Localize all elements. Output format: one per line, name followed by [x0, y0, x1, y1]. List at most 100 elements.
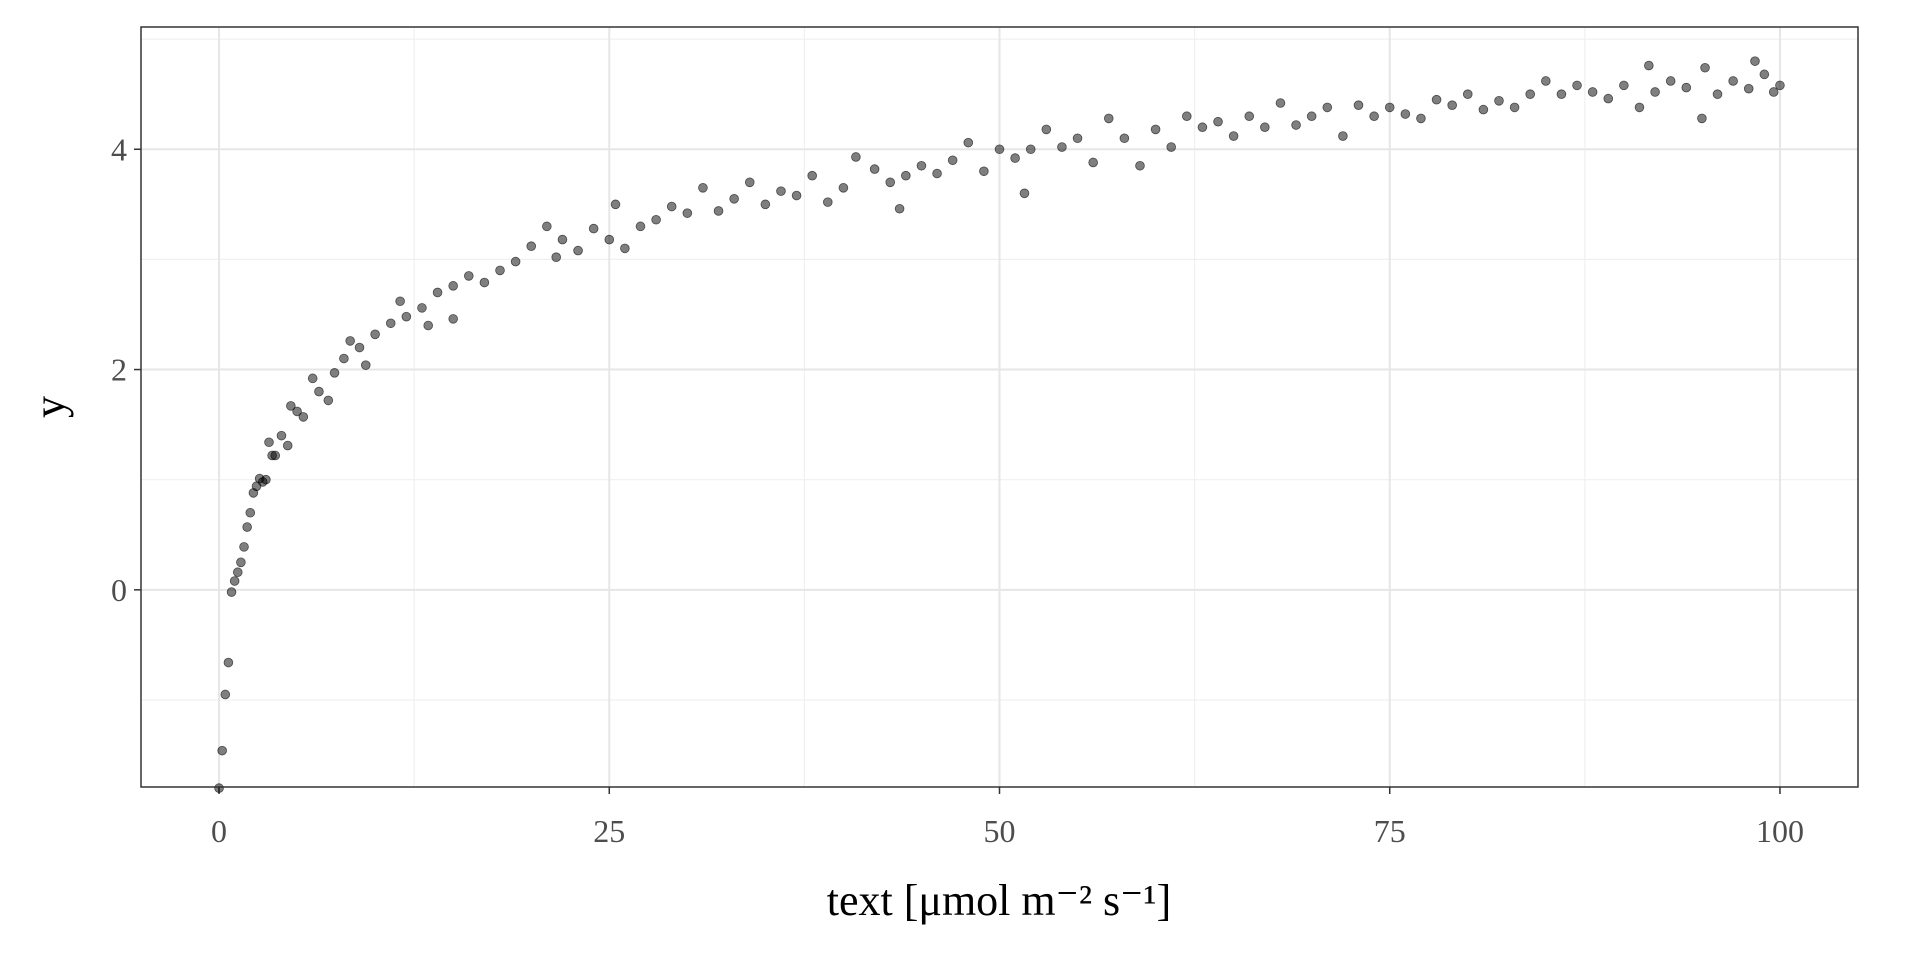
point: [1150, 124, 1161, 135]
point: [1665, 76, 1676, 86]
point: [236, 557, 246, 568]
x-tick-label: 75: [1374, 813, 1406, 849]
point: [479, 277, 490, 288]
point: [542, 221, 552, 232]
point: [1291, 120, 1301, 130]
point: [395, 296, 405, 307]
y-tick-label: 0: [111, 572, 127, 608]
point: [760, 199, 771, 210]
point: [1650, 87, 1660, 97]
point: [226, 587, 237, 597]
point: [223, 657, 234, 668]
point: [573, 245, 583, 256]
y-tick-label: 4: [111, 131, 127, 167]
point: [1025, 144, 1036, 155]
y-tick-label: 2: [111, 352, 127, 388]
point: [1728, 76, 1738, 86]
point: [214, 783, 224, 793]
point: [1010, 153, 1020, 163]
point: [1494, 95, 1504, 106]
point: [916, 160, 927, 171]
point: [1681, 82, 1692, 93]
point: [314, 386, 324, 397]
point: [1057, 142, 1067, 152]
point: [385, 318, 396, 329]
point: [1369, 111, 1379, 122]
point: [698, 183, 708, 193]
point: [838, 183, 849, 193]
point: [1759, 69, 1770, 80]
point: [901, 170, 911, 181]
point: [1587, 87, 1598, 97]
point: [1400, 109, 1411, 119]
point: [229, 576, 240, 586]
point: [1135, 160, 1145, 171]
point: [526, 241, 537, 251]
point: [557, 234, 568, 245]
point: [1478, 104, 1489, 115]
point: [323, 395, 334, 406]
point: [1416, 113, 1426, 124]
point: [682, 208, 693, 218]
point: [885, 177, 896, 188]
point: [298, 412, 309, 422]
point: [620, 243, 630, 254]
point: [423, 320, 434, 331]
point: [1634, 102, 1645, 113]
point: [894, 203, 905, 214]
x-tick-label: 25: [593, 813, 625, 849]
point: [1072, 133, 1083, 144]
point: [1603, 93, 1614, 104]
point: [220, 689, 231, 700]
point: [713, 206, 724, 216]
point: [932, 168, 942, 179]
point: [604, 234, 615, 245]
point: [963, 137, 974, 148]
point: [261, 474, 271, 485]
point: [635, 221, 646, 232]
point: [1768, 87, 1779, 97]
point: [360, 360, 371, 370]
point: [1306, 111, 1317, 122]
point: [292, 406, 302, 417]
point: [791, 190, 802, 201]
point: [239, 542, 249, 552]
point: [1743, 83, 1754, 94]
x-tick-label: 0: [211, 813, 227, 849]
point: [1700, 62, 1710, 73]
point: [1525, 89, 1536, 99]
point: [1019, 188, 1030, 199]
point: [1322, 102, 1333, 113]
point: [245, 507, 256, 518]
point: [776, 186, 786, 196]
point: [354, 342, 365, 353]
point: [329, 368, 340, 378]
point: [1197, 122, 1208, 133]
point: [1556, 89, 1567, 99]
point: [1088, 157, 1098, 168]
point: [417, 303, 427, 313]
point: [307, 373, 318, 384]
point: [1541, 76, 1551, 86]
point: [551, 252, 562, 263]
x-tick-label: 50: [984, 813, 1016, 849]
point: [270, 450, 281, 461]
point: [1119, 133, 1130, 144]
point: [1644, 60, 1654, 71]
point: [729, 194, 739, 204]
point: [1462, 89, 1473, 99]
point: [1750, 56, 1760, 66]
point: [1338, 131, 1348, 141]
point: [1431, 94, 1442, 105]
point: [822, 197, 833, 207]
point: [1166, 142, 1176, 152]
point: [1619, 80, 1629, 91]
point: [217, 745, 227, 756]
x-axis-title: text [μmol m⁻² s⁻¹]: [827, 876, 1172, 925]
point: [1260, 122, 1270, 133]
point: [1244, 111, 1255, 122]
point: [807, 170, 817, 181]
point: [610, 199, 621, 210]
